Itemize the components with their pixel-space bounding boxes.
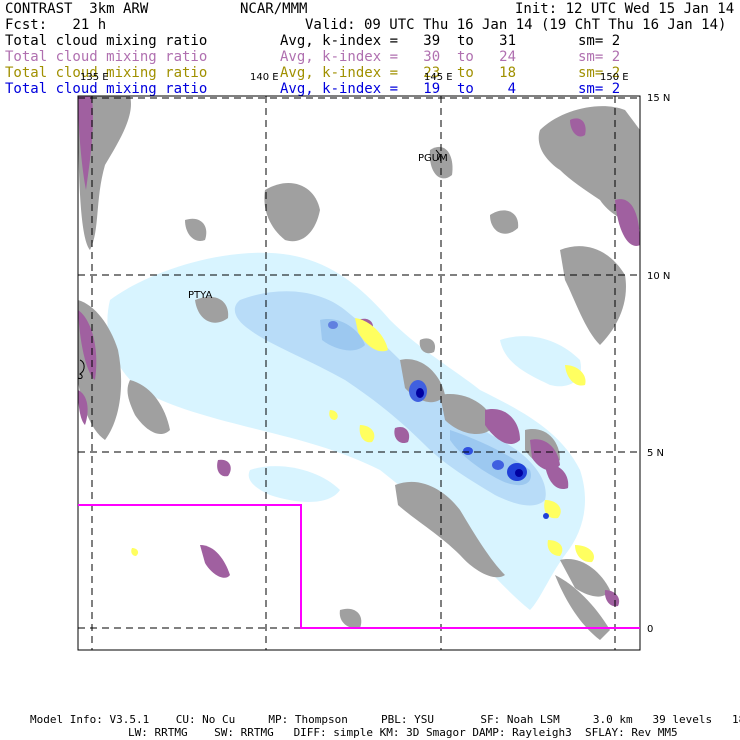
- init-time: Init: 12 UTC Wed 15 Jan 14: [515, 1, 735, 17]
- legend-row-2-field: Total cloud mixing ratio: [5, 49, 208, 65]
- map-frame: [77, 95, 641, 651]
- forecast-hour: Fcst: 21 h: [5, 17, 107, 33]
- lat-label-5: 5 N: [647, 448, 664, 459]
- guam-island-marker: [435, 149, 441, 161]
- legend-row-4-avg: Avg, k-index = 19 to 4: [280, 81, 517, 97]
- legend-row-2-avg: Avg, k-index = 30 to 24: [280, 49, 517, 65]
- lat-label-15: 15 N: [647, 93, 670, 104]
- lon-label-140: 140 E: [250, 72, 279, 83]
- model-info-line-1: Model Info: V3.5.1 CU: No Cu MP: Thompso…: [30, 713, 740, 726]
- legend-row-4-sm: sm= 2: [578, 81, 621, 97]
- lon-label-135: 135 E: [80, 72, 109, 83]
- legend-row-2-sm: sm= 2: [578, 49, 621, 65]
- legend-row-3-field: Total cloud mixing ratio: [5, 65, 208, 81]
- place-label-ptya: PTYA: [188, 290, 212, 301]
- model-title: CONTRAST 3km ARW: [5, 1, 149, 17]
- legend-row-1-avg: Avg, k-index = 39 to 31: [280, 33, 517, 49]
- legend-row-1-field: Total cloud mixing ratio: [5, 33, 208, 49]
- graticule: [78, 96, 640, 650]
- cloud-purple-patches: [78, 96, 640, 607]
- valid-time: Valid: 09 UTC Thu 16 Jan 14 (19 ChT Thu …: [305, 17, 727, 33]
- org-name: NCAR/MMM: [240, 1, 308, 17]
- lon-label-150: 150 E: [600, 72, 629, 83]
- lon-label-145: 145 E: [424, 72, 453, 83]
- lat-label-0: 0: [647, 624, 653, 635]
- domain-boundary: [78, 504, 640, 629]
- legend-row-3-avg: Avg, k-index = 23 to 18: [280, 65, 517, 81]
- legend-row-3-sm: sm= 2: [578, 65, 621, 81]
- legend-row-4-field: Total cloud mixing ratio: [5, 81, 208, 97]
- lat-label-10: 10 N: [647, 271, 670, 282]
- coastline-west: [77, 359, 85, 379]
- cloud-yellow-patches: [131, 318, 595, 563]
- model-info-line-2: LW: RRTMG SW: RRTMG DIFF: simple KM: 3D …: [128, 726, 678, 739]
- cloud-blue-cores: [328, 321, 549, 519]
- place-label-pgum: PGUM: [418, 153, 448, 164]
- legend-row-1-sm: sm= 2: [578, 33, 621, 49]
